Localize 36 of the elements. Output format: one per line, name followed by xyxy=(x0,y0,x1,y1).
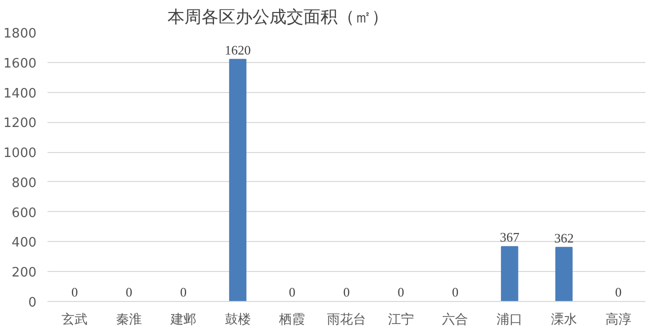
x-tick-label: 秦淮 xyxy=(116,312,142,328)
data-label: 0 xyxy=(615,284,622,300)
data-label: 0 xyxy=(398,284,404,300)
data-label: 0 xyxy=(126,284,132,300)
data-label: 1620 xyxy=(224,42,251,58)
y-tick-label: 800 xyxy=(12,176,37,191)
y-tick-label: 1800 xyxy=(3,26,37,42)
data-label: 0 xyxy=(288,284,296,300)
bar xyxy=(229,58,246,302)
x-tick-label: 鼓楼 xyxy=(224,312,251,328)
data-label: 0 xyxy=(343,284,350,300)
data-label: 0 xyxy=(180,284,187,300)
data-label: 0 xyxy=(452,284,458,300)
x-tick-label: 浦口 xyxy=(496,312,523,328)
x-tick-label: 玄武 xyxy=(62,312,88,328)
y-tick-label: 0 xyxy=(28,296,37,310)
x-tick-label: 溧水 xyxy=(550,312,577,328)
y-tick-label: 1600 xyxy=(3,56,37,72)
x-tick-label: 建邺 xyxy=(169,312,196,328)
y-tick-label: 1000 xyxy=(3,146,37,162)
x-tick-label: 高淳 xyxy=(605,312,632,328)
x-tick-label: 雨花台 xyxy=(327,312,366,328)
y-tick-label: 200 xyxy=(12,266,37,281)
y-tick-label: 1200 xyxy=(3,116,37,132)
y-tick-label: 600 xyxy=(12,206,37,221)
data-label: 367 xyxy=(500,230,520,245)
data-label: 362 xyxy=(554,230,574,246)
bar xyxy=(555,246,573,302)
bar xyxy=(500,246,518,302)
data-label: 0 xyxy=(71,284,78,300)
x-tick-label: 江宁 xyxy=(388,312,414,328)
y-tick-label: 1400 xyxy=(3,86,37,102)
x-tick-label: 六合 xyxy=(442,312,468,328)
y-tick-label: 400 xyxy=(12,236,37,251)
chart-title: 本周各区办公成交面积（㎡） xyxy=(168,8,388,28)
x-tick-label: 栖霞 xyxy=(278,312,306,328)
